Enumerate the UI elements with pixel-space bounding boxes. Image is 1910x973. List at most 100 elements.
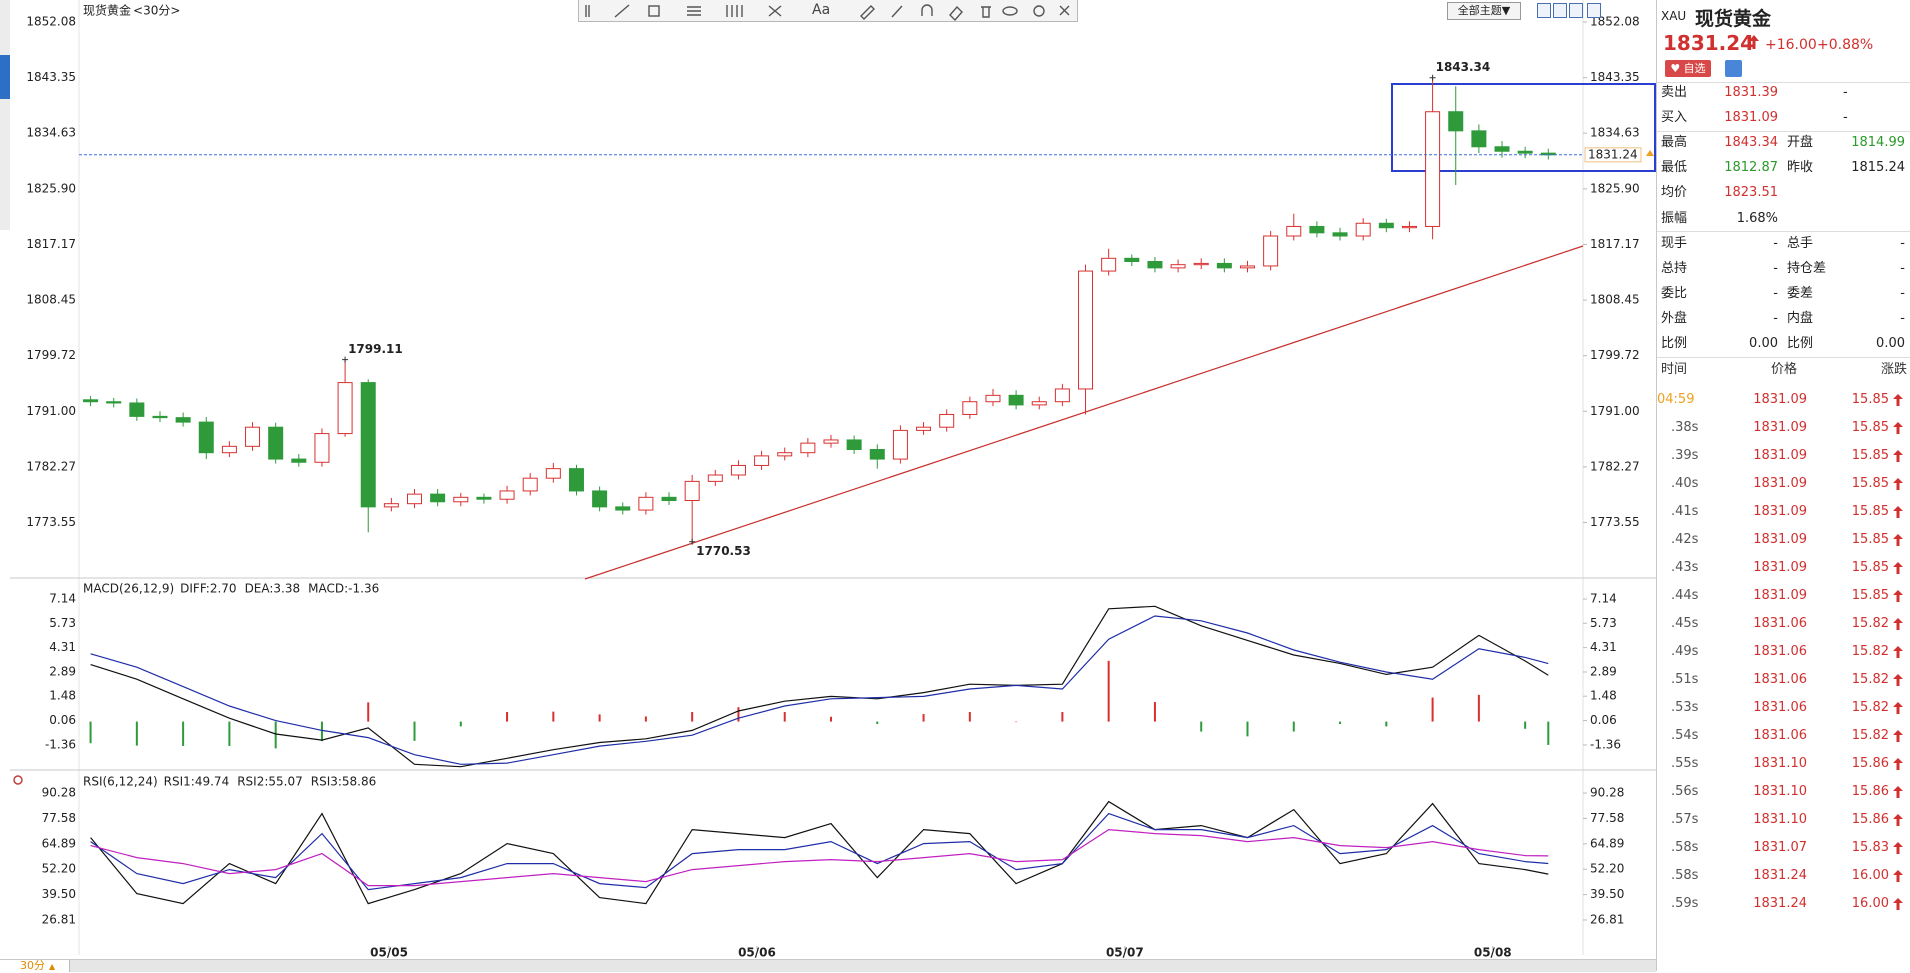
quote-value: 0.00 xyxy=(1749,336,1778,351)
quote-value: 1823.51 xyxy=(1724,185,1778,201)
settings-icon[interactable] xyxy=(13,775,23,785)
quote-value: - xyxy=(1900,285,1905,301)
macd-bar xyxy=(1246,721,1249,737)
quote-panel: XAU 现货黄金 1831.24 +16.00 +0.88% ♥ 自选 卖出 18… xyxy=(1656,0,1910,971)
trade-price: 1831.06 xyxy=(1753,616,1807,631)
trade-time: .40s xyxy=(1671,476,1699,491)
candle-body xyxy=(198,421,214,454)
macd-bar xyxy=(367,702,370,722)
y-tick-label: 0.06 xyxy=(49,713,76,727)
quote-value: 1831.39 xyxy=(1724,85,1778,100)
trend-line[interactable] xyxy=(584,245,1584,580)
watch-button[interactable]: ♥ 自选 xyxy=(1665,60,1711,77)
indicator-title: MACD(26,12,9) xyxy=(83,582,174,596)
candle-body xyxy=(499,490,515,500)
quote-label: 现手 xyxy=(1661,235,1688,251)
quote-value: 1812.87 xyxy=(1724,160,1778,176)
macd-bar xyxy=(1339,721,1342,725)
trade-change: 16.00 xyxy=(1851,896,1889,911)
trade-time: .57s xyxy=(1671,812,1699,827)
bars-tool[interactable] xyxy=(726,5,743,17)
y-tick-label: -1.36 xyxy=(1590,737,1621,751)
period-selector[interactable]: 30分 ▲ xyxy=(0,960,70,972)
line-tool[interactable] xyxy=(614,4,630,18)
macd-bar xyxy=(830,716,832,722)
trade-price: 1831.09 xyxy=(1753,420,1807,435)
y-tick-label: 2.89 xyxy=(49,664,76,678)
up-arrow xyxy=(1893,618,1903,630)
y-tick-label: 39.50 xyxy=(1590,887,1624,901)
y-tick-label: 0.06 xyxy=(1590,713,1617,727)
magnet-tool[interactable] xyxy=(921,4,933,16)
y-tick-label: 4.31 xyxy=(1590,640,1617,654)
macd-bar xyxy=(644,716,647,722)
delete-tool[interactable] xyxy=(981,6,991,18)
trade-price: 1831.09 xyxy=(1753,392,1807,407)
candle-body xyxy=(152,415,168,419)
trade-time: .56s xyxy=(1671,784,1699,799)
layout-button[interactable] xyxy=(1587,3,1601,18)
separator xyxy=(1657,82,1910,83)
theme-button[interactable]: 全部主题▼ xyxy=(1447,2,1521,20)
layout-button[interactable] xyxy=(1553,3,1567,18)
ruler-tool[interactable] xyxy=(860,5,875,20)
eye-tool[interactable] xyxy=(1002,6,1018,16)
trade-time: .51s xyxy=(1671,672,1699,687)
layout-button[interactable] xyxy=(1537,3,1551,18)
candle-body xyxy=(1471,130,1487,148)
watch-label: 自选 xyxy=(1683,62,1706,75)
highlight-box[interactable] xyxy=(1391,83,1656,172)
candle-body xyxy=(1494,146,1510,152)
pattern-tool[interactable] xyxy=(768,5,782,17)
trade-time: .45s xyxy=(1671,616,1699,631)
font-tool[interactable]: Aa xyxy=(812,2,831,18)
macd-bar xyxy=(1153,702,1156,722)
close-tool[interactable] xyxy=(1059,5,1070,16)
trade-price: 1831.09 xyxy=(1753,532,1807,547)
y-tick-label: 64.89 xyxy=(1590,836,1624,850)
instrument-name: 现货黄金 xyxy=(1695,8,1772,30)
quote-value: - xyxy=(1900,235,1905,251)
indicator-line xyxy=(90,615,1549,765)
candle-body xyxy=(245,426,261,447)
fib-tool[interactable] xyxy=(687,6,701,16)
y-tick-label: 26.81 xyxy=(42,912,76,926)
y-tick-label: 1843.35 xyxy=(26,70,76,84)
high-label: 1799.11 xyxy=(348,342,403,356)
indicator-line xyxy=(90,605,1549,768)
legend-entry: RSI2:55.07 xyxy=(237,775,303,789)
shape-tool[interactable] xyxy=(648,5,660,17)
y-tick-label: 4.31 xyxy=(49,640,76,654)
quote-value: 1831.09 xyxy=(1724,110,1778,126)
y-tick-label: 1852.08 xyxy=(1590,14,1640,28)
macd-bar xyxy=(1107,660,1110,722)
up-arrow xyxy=(1893,702,1903,714)
eraser-tool[interactable] xyxy=(949,5,963,22)
last-price-box xyxy=(1584,147,1642,163)
pen-tool[interactable] xyxy=(891,5,903,18)
trade-change: 15.86 xyxy=(1851,812,1889,827)
quote-value: - xyxy=(1900,260,1905,276)
candle-body xyxy=(592,490,608,508)
alert-button[interactable] xyxy=(1725,60,1742,77)
candle-body xyxy=(892,429,908,460)
change: +16.00 xyxy=(1765,37,1817,53)
y-tick-label: 1825.90 xyxy=(26,181,76,195)
quote-label: 卖出 xyxy=(1661,85,1688,100)
macd-bar xyxy=(922,714,925,722)
bottom-tabs: 30分 ▲ xyxy=(0,959,1656,972)
settings-tool[interactable] xyxy=(1033,5,1045,17)
candle-body xyxy=(1378,222,1394,229)
side-tabs[interactable] xyxy=(0,0,10,230)
layout-button[interactable] xyxy=(1569,3,1583,18)
quote-label: 比例 xyxy=(1661,336,1688,351)
trade-time: .54s xyxy=(1671,728,1699,743)
macd-bar xyxy=(1292,721,1295,732)
price-arrow xyxy=(1646,150,1654,156)
quote-label: 买入 xyxy=(1661,110,1688,126)
up-arrow xyxy=(1893,786,1903,798)
toolbar-icons xyxy=(585,4,1070,22)
side-tab-active[interactable] xyxy=(0,55,10,99)
trades-header: 价格 xyxy=(1770,362,1797,377)
macd-bar xyxy=(182,721,185,746)
